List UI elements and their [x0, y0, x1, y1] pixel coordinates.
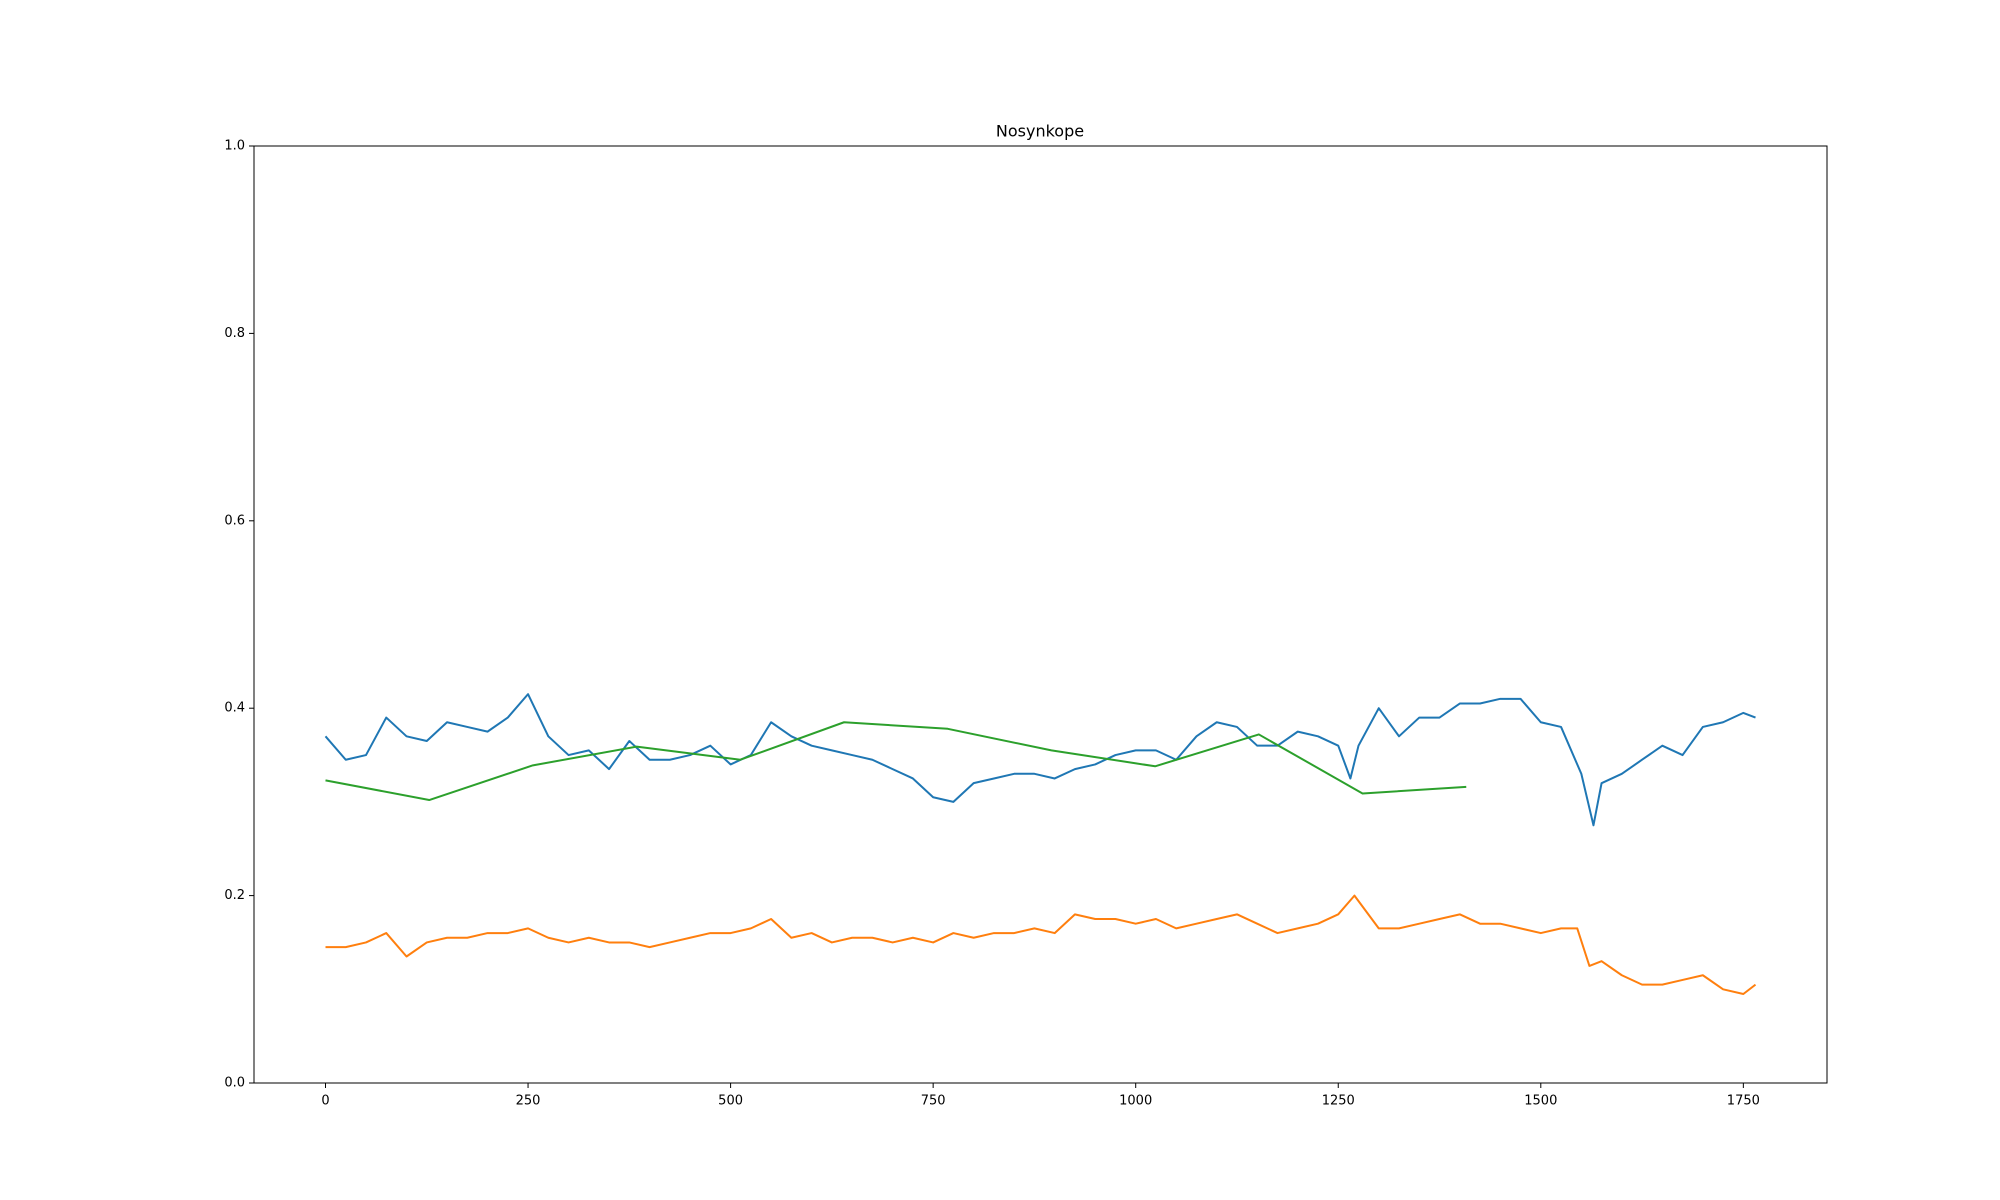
y-tick-label: 1.0 — [224, 139, 245, 154]
y-tick-label: 0.4 — [224, 701, 245, 716]
y-tick-label: 0.6 — [224, 513, 245, 528]
y-tick-label: 0.2 — [224, 888, 245, 903]
x-tick-label: 1750 — [1727, 1094, 1760, 1109]
x-tick-label: 250 — [516, 1094, 541, 1109]
x-tick-label: 1000 — [1119, 1094, 1152, 1109]
x-tick-label: 750 — [921, 1094, 946, 1109]
chart-title: Nosynkope — [996, 122, 1084, 141]
plot-frame — [253, 145, 1828, 1084]
series-line — [325, 894, 1757, 995]
x-tick-label: 0 — [321, 1094, 329, 1109]
y-tick-label: 0.8 — [224, 326, 245, 341]
x-tick-label: 500 — [718, 1094, 743, 1109]
series-line — [325, 721, 1467, 802]
x-tick-label: 1250 — [1322, 1094, 1355, 1109]
x-tick-label: 1500 — [1524, 1094, 1557, 1109]
series-line — [324, 693, 1756, 827]
y-tick-label: 0.0 — [224, 1076, 245, 1091]
